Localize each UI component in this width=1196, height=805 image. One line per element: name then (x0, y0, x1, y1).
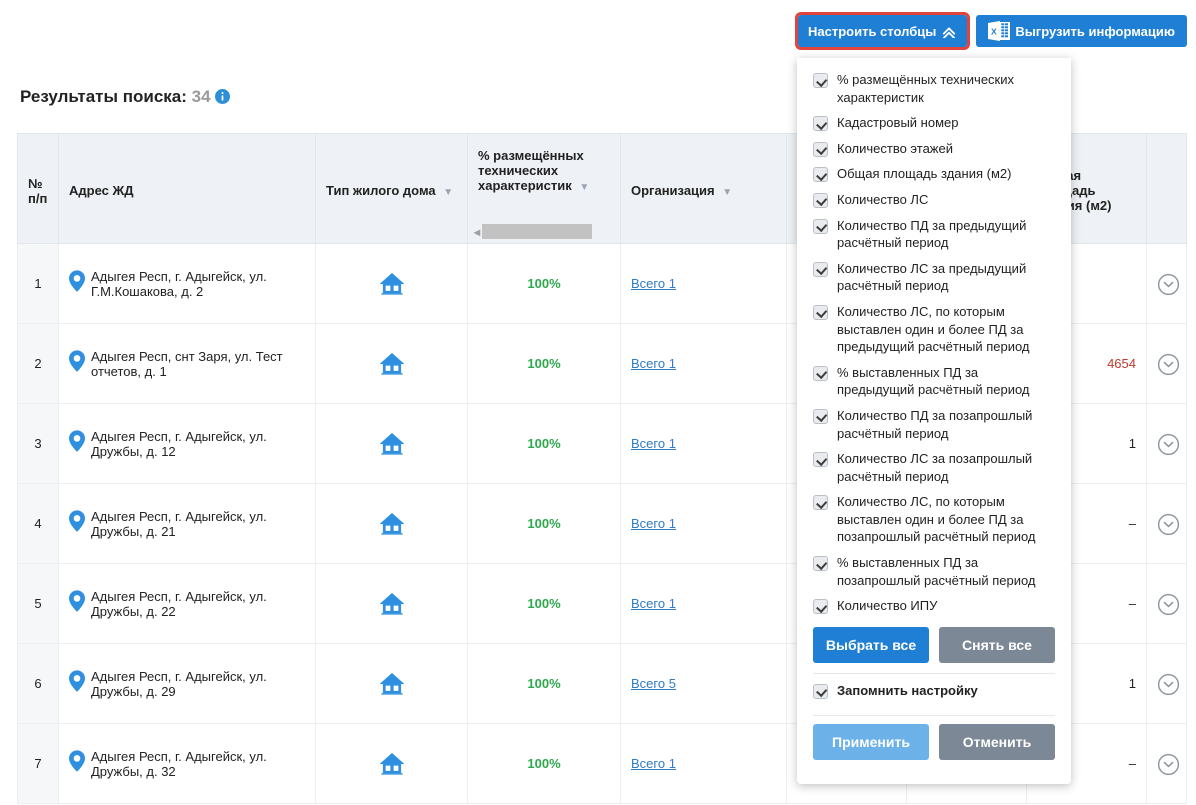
svg-text:X: X (991, 27, 997, 37)
